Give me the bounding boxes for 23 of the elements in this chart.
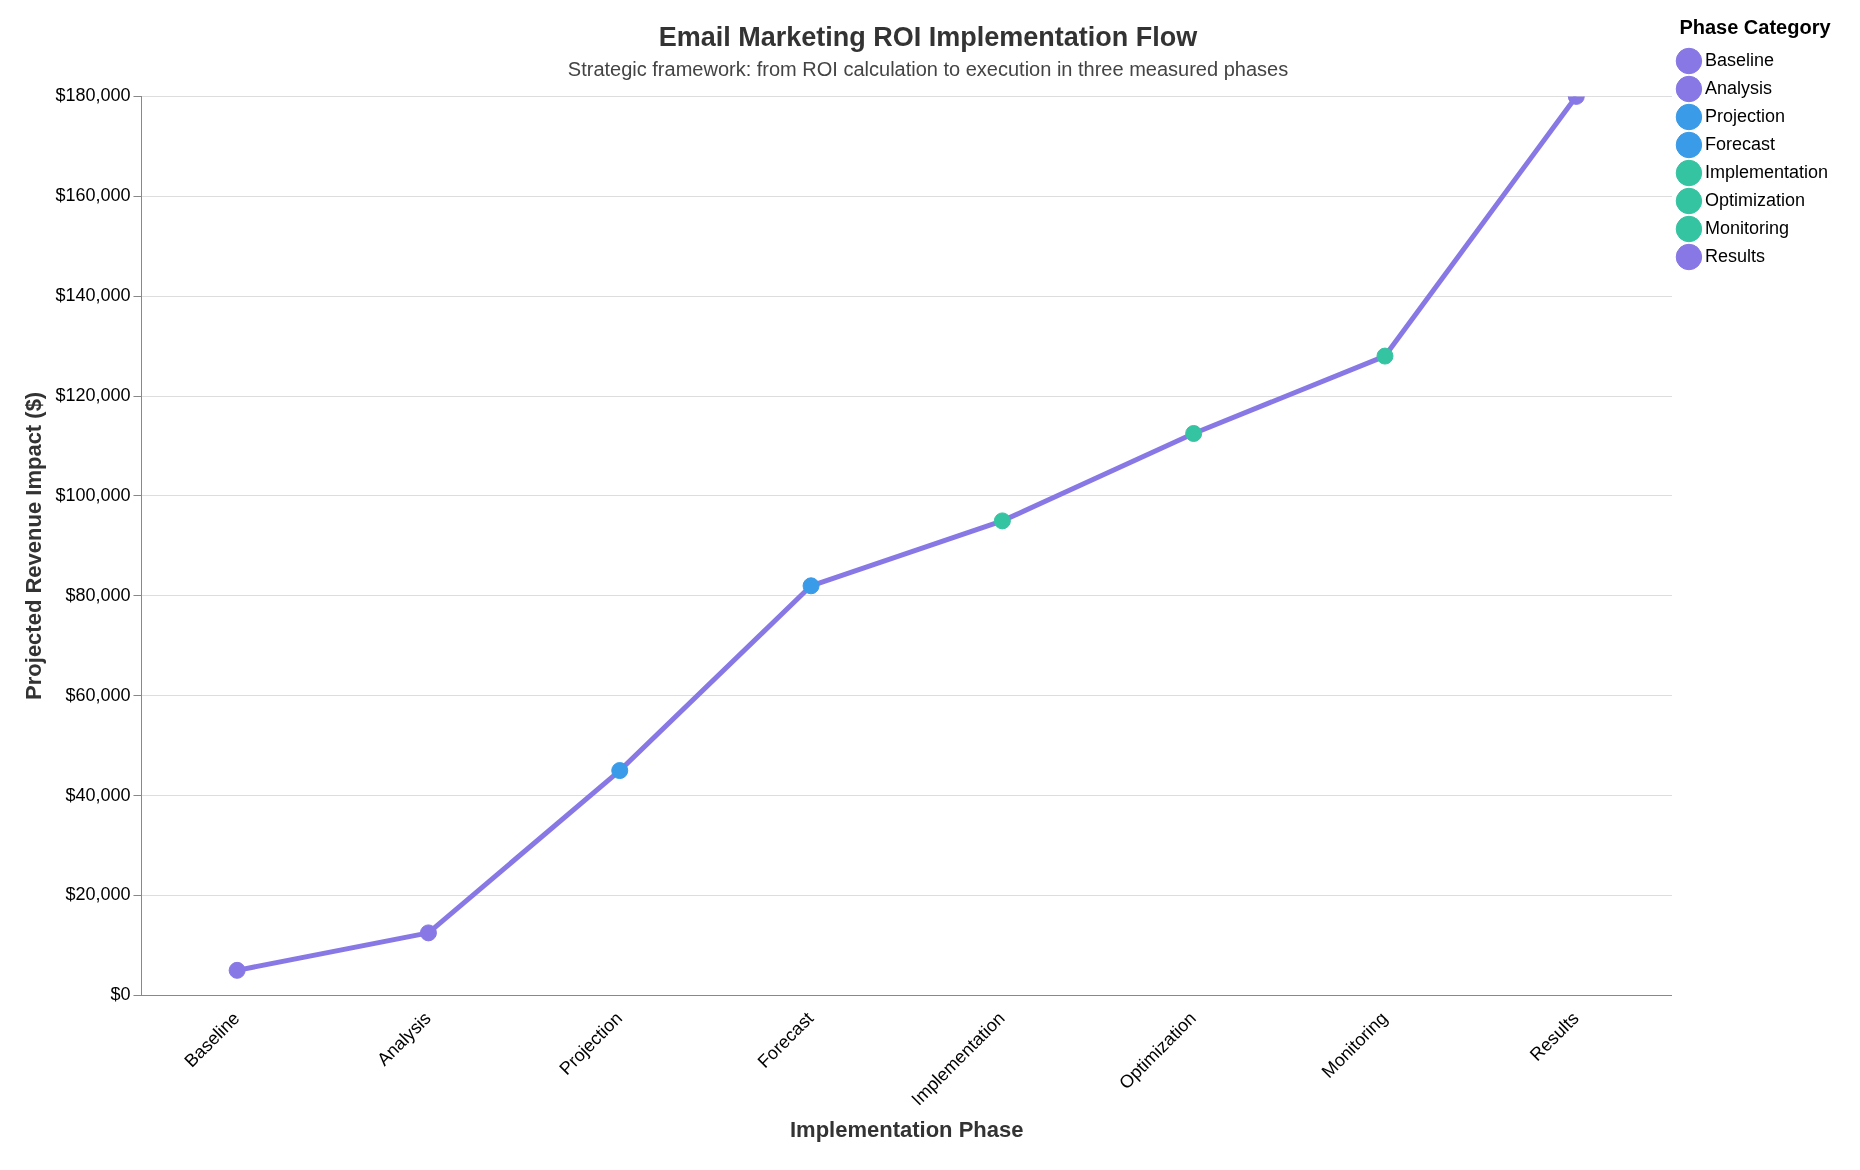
chart-title: Email Marketing ROI Implementation Flow <box>658 21 1199 52</box>
legend-label: Baseline <box>1704 49 1774 70</box>
chart-subtitle: Strategic framework: from ROI calculation to execution in three measured phases <box>567 57 1289 80</box>
y-tick-label: $180,000 <box>55 85 131 106</box>
y-tick-label: $140,000 <box>55 285 131 306</box>
y-tick-label: $60,000 <box>65 684 131 705</box>
y-tick-label: $20,000 <box>65 884 131 905</box>
legend-label: Forecast <box>1704 133 1775 154</box>
legend-label: Monitoring <box>1704 217 1789 238</box>
y-tick-label: $0 <box>110 984 131 1005</box>
legend-label: Optimization <box>1704 189 1805 210</box>
legend-title: Phase Category <box>1679 15 1832 38</box>
legend-label: Projection <box>1704 105 1785 126</box>
y-axis-title: Projected Revenue Impact ($) <box>21 391 47 700</box>
x-axis-title: Implementation Phase <box>789 1116 1024 1142</box>
y-tick-label: $80,000 <box>65 584 131 605</box>
y-tick-label: $100,000 <box>55 484 131 505</box>
legend-label: Analysis <box>1704 77 1772 98</box>
legend-label: Implementation <box>1704 161 1829 182</box>
y-tick-label: $40,000 <box>65 784 131 805</box>
y-tick-label: $120,000 <box>55 385 131 405</box>
legend-label: Results <box>1704 245 1765 266</box>
y-tick-label: $160,000 <box>55 185 131 206</box>
